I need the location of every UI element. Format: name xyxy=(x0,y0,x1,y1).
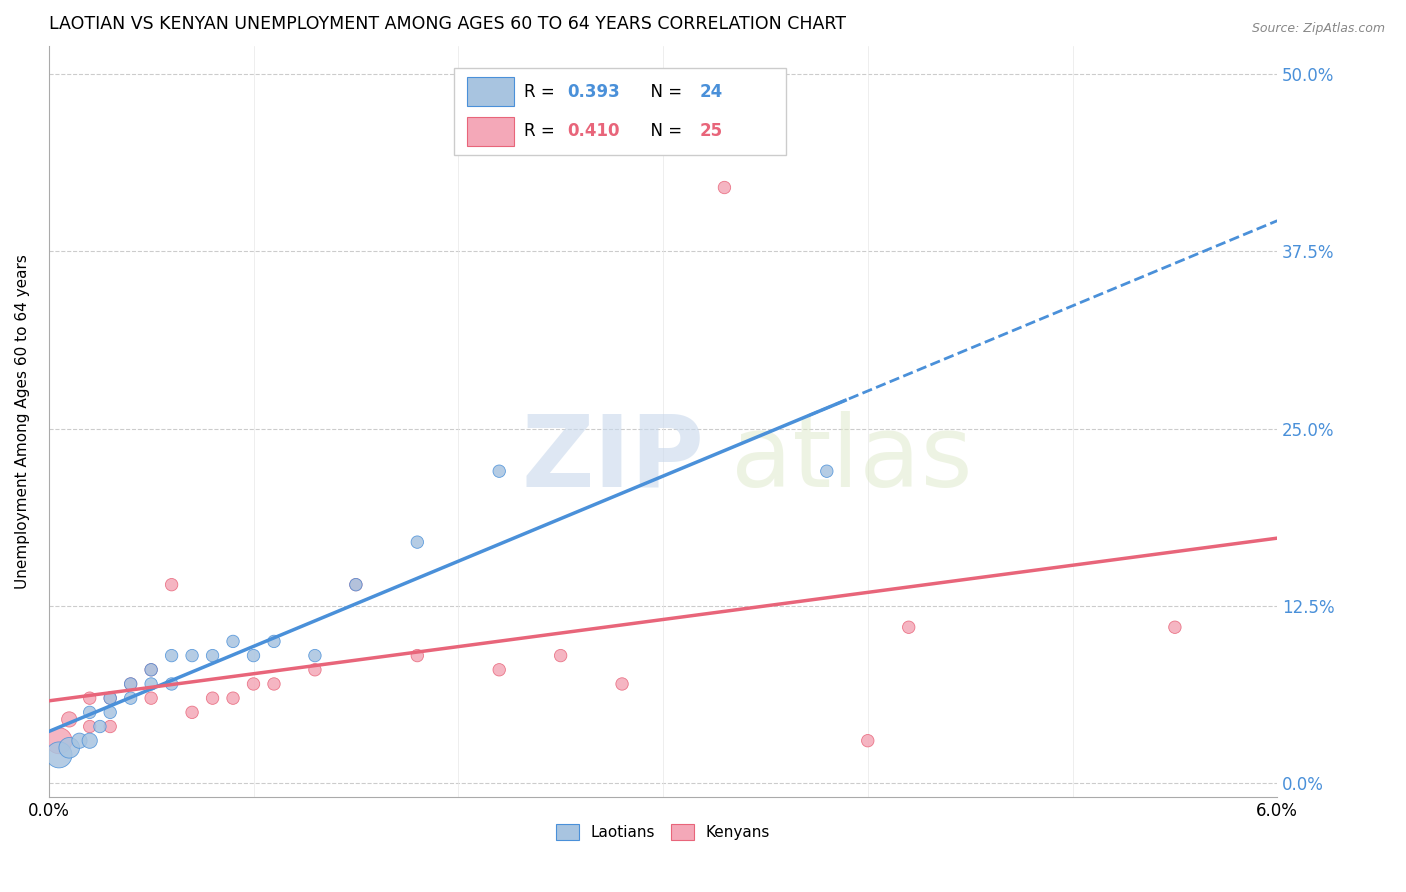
Point xyxy=(550,648,572,663)
Point xyxy=(406,535,429,549)
Point xyxy=(344,577,367,591)
Point xyxy=(344,577,367,591)
Point xyxy=(58,740,80,755)
Point xyxy=(856,733,879,747)
Point xyxy=(120,677,142,691)
Point xyxy=(181,648,204,663)
Point xyxy=(48,733,70,747)
Point xyxy=(79,733,101,747)
Point xyxy=(98,691,121,706)
Text: LAOTIAN VS KENYAN UNEMPLOYMENT AMONG AGES 60 TO 64 YEARS CORRELATION CHART: LAOTIAN VS KENYAN UNEMPLOYMENT AMONG AGE… xyxy=(49,15,846,33)
Point xyxy=(242,648,264,663)
Point xyxy=(98,719,121,733)
Point xyxy=(139,663,162,677)
Point xyxy=(897,620,920,634)
Text: Source: ZipAtlas.com: Source: ZipAtlas.com xyxy=(1251,22,1385,36)
Point xyxy=(488,663,510,677)
Point xyxy=(406,648,429,663)
Point xyxy=(488,464,510,478)
Point xyxy=(58,713,80,727)
Point xyxy=(263,634,285,648)
Point xyxy=(160,577,183,591)
Point xyxy=(48,747,70,762)
Point xyxy=(139,691,162,706)
Point xyxy=(79,706,101,720)
Point xyxy=(201,691,224,706)
Point xyxy=(1164,620,1187,634)
Point xyxy=(304,663,326,677)
Point xyxy=(242,677,264,691)
Point xyxy=(610,677,633,691)
Point xyxy=(181,706,204,720)
Y-axis label: Unemployment Among Ages 60 to 64 years: Unemployment Among Ages 60 to 64 years xyxy=(15,254,30,589)
Point xyxy=(98,706,121,720)
Point xyxy=(79,719,101,733)
Point xyxy=(304,648,326,663)
Point xyxy=(263,677,285,691)
Point xyxy=(222,691,245,706)
Point xyxy=(69,733,91,747)
Point xyxy=(79,691,101,706)
Text: atlas: atlas xyxy=(731,410,972,508)
Point xyxy=(120,691,142,706)
Point xyxy=(160,648,183,663)
Point xyxy=(713,180,735,194)
Point xyxy=(222,634,245,648)
Point xyxy=(815,464,838,478)
Point xyxy=(201,648,224,663)
Point xyxy=(139,663,162,677)
Point xyxy=(160,677,183,691)
Point xyxy=(120,677,142,691)
Point xyxy=(98,691,121,706)
Point xyxy=(89,719,111,733)
Legend: Laotians, Kenyans: Laotians, Kenyans xyxy=(550,818,776,847)
Point xyxy=(139,677,162,691)
Text: ZIP: ZIP xyxy=(522,410,704,508)
